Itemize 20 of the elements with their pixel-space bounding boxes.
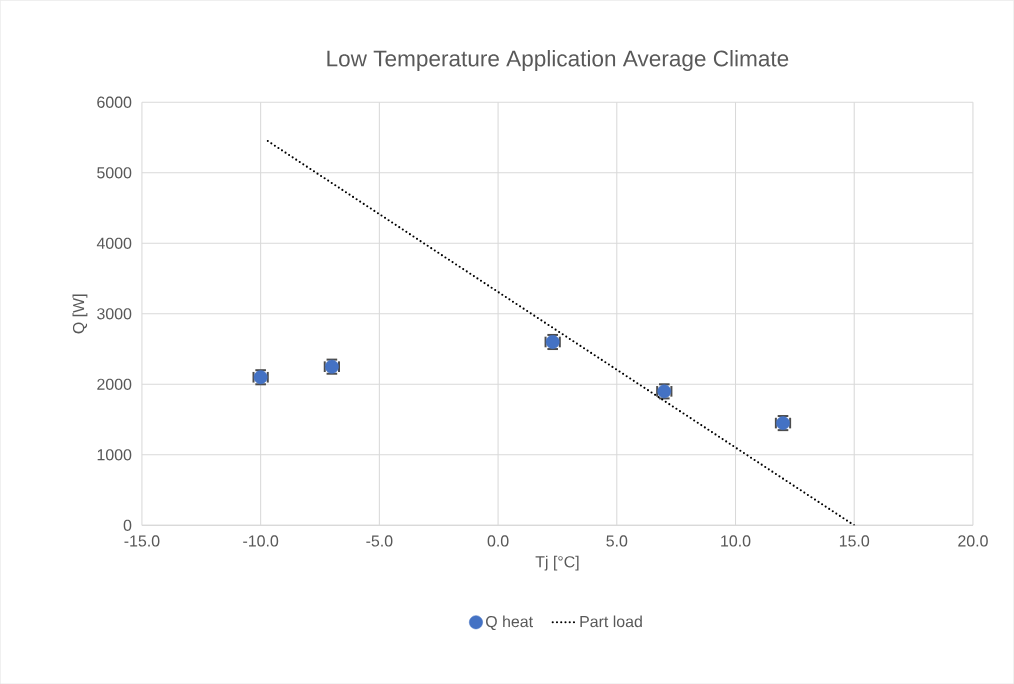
y-tick-label: 6000	[97, 96, 132, 108]
x-tick-label: 20.0	[958, 535, 988, 547]
x-tick-label: 0.0	[487, 535, 509, 547]
y-axis-title: Q [W]	[72, 294, 88, 334]
legend-label: Part load	[580, 615, 642, 628]
x-tick-label: -10.0	[243, 535, 279, 547]
y-tick-label: 0	[123, 519, 132, 531]
y-tick-label: 5000	[97, 167, 132, 179]
x-tick-label: -5.0	[366, 535, 393, 547]
y-tick-label: 3000	[97, 308, 132, 320]
y-tick-label: 1000	[97, 449, 132, 461]
legend-label: Q heat	[486, 615, 533, 630]
chart-title: Low Temperature Application Average Climate	[327, 49, 789, 71]
x-tick-label: 15.0	[839, 535, 870, 547]
y-tick-label: 2000	[97, 378, 132, 390]
x-tick-label: -15.0	[124, 535, 160, 547]
y-tick-label: 4000	[96, 237, 132, 249]
x-axis-title: Tj [°C]	[535, 555, 579, 571]
x-tick-label: 10.0	[721, 535, 751, 547]
x-tick-label: 5.0	[606, 535, 628, 547]
